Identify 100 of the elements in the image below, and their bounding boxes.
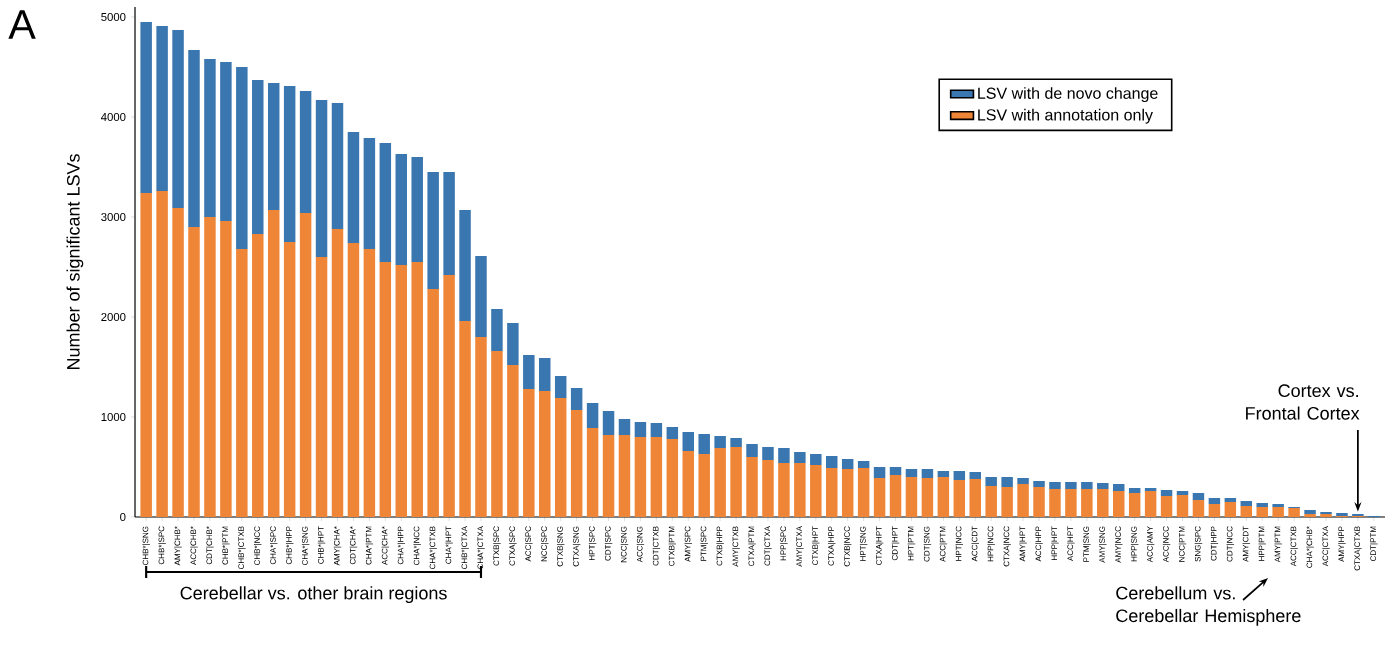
x-tick-label: CTXA|SNG [572, 526, 581, 567]
bar [1176, 494, 1189, 517]
x-tick-label: AMY|CDT [1242, 526, 1251, 562]
x-tick-label: CDT|HPP [1210, 526, 1219, 561]
bar [794, 462, 806, 517]
x-tick-label: CDT|CTXA [764, 526, 772, 566]
bar [331, 102, 344, 229]
bar [826, 467, 838, 517]
bar [730, 446, 742, 517]
x-tick-label: CHA*|HPP [397, 526, 406, 565]
bar [1128, 487, 1141, 493]
bar [905, 476, 918, 517]
annotation: Cortex vs. Frontal Cortex [1246, 384, 1360, 420]
x-tick-label: NCC|SNG [620, 526, 629, 563]
bar [523, 388, 535, 517]
x-tick-label: AMY|PTM [1274, 526, 1282, 563]
bar [299, 90, 312, 213]
x-tick-label: CTXA|NCC [1003, 526, 1011, 567]
bar [794, 451, 806, 463]
bar [252, 79, 264, 234]
bar [315, 256, 328, 517]
bar [650, 436, 663, 517]
bar [1017, 483, 1029, 517]
x-tick-label: AMY|CTXA [796, 526, 804, 567]
x-tick-label: CHA*|CTXA [477, 526, 485, 570]
bar [634, 421, 647, 437]
x-tick-label: ACC|CTXB [1290, 526, 1298, 567]
x-tick-label: ACC|CHB* [190, 526, 198, 565]
bar [204, 58, 216, 217]
x-tick-label: NCC|SPC [541, 526, 549, 562]
x-tick-label: CHB*|HPT [317, 526, 326, 564]
x-tick-label: CHB*|SPC [158, 526, 166, 565]
bar [1033, 480, 1045, 487]
x-tick-label: CHB*|NCC [254, 526, 262, 566]
bar [969, 478, 981, 517]
bar [236, 66, 248, 249]
x-tick-label: CHA*|HPT [445, 526, 453, 564]
x-tick-label: ACC|CTXA [1322, 526, 1330, 567]
x-tick-label: AMY|NCC [1114, 526, 1123, 563]
bar [156, 190, 168, 517]
bar [937, 476, 950, 517]
x-tick-label: HPT|PTM [907, 526, 916, 561]
bar [1224, 497, 1237, 502]
x-tick-label: CHA*|CHB* [1306, 526, 1314, 568]
bar [841, 468, 854, 517]
x-tick-label: CTXB|HPP [716, 526, 724, 566]
x-tick-label: ACC|CHA* [381, 526, 390, 565]
bar [267, 82, 280, 210]
bar [347, 242, 360, 517]
bar [937, 470, 950, 477]
x-tick-label: ACC|HPT [1067, 526, 1075, 561]
x-tick-label: HPP|NCC [987, 526, 995, 562]
bar [873, 477, 886, 517]
bar [539, 357, 551, 391]
x-tick-label: CHB*|SNG [142, 526, 150, 566]
y-tick-label: 3000 [101, 212, 126, 221]
bar [140, 21, 152, 193]
bar [602, 434, 615, 517]
bar [889, 474, 902, 517]
bar [778, 447, 790, 463]
bar [1081, 481, 1093, 489]
bar [427, 288, 439, 517]
bar [985, 476, 997, 486]
x-tick-label: NCC|PTM [1178, 526, 1187, 562]
x-tick-label: HPT|SPC [588, 526, 597, 560]
bar [1256, 502, 1268, 507]
bar [650, 422, 663, 437]
bar [1065, 481, 1077, 489]
bar [810, 464, 822, 517]
bar [188, 49, 200, 227]
bar [1160, 495, 1173, 517]
bar [267, 209, 280, 517]
x-tick-label: HPP|SNG [1130, 526, 1139, 562]
bar [363, 248, 376, 517]
bar [905, 468, 918, 477]
bar [1160, 489, 1173, 496]
bar [602, 410, 615, 435]
x-tick-label: AMY|CTXB [732, 526, 740, 567]
bar [762, 446, 774, 460]
bar [1001, 476, 1013, 487]
x-tick-label: CHB*|HPP [285, 526, 294, 565]
bar [634, 436, 647, 517]
bar [586, 402, 599, 428]
bar [570, 387, 583, 410]
x-tick-label: SNG|SPC [1194, 526, 1203, 562]
x-tick-label: CDT|CHA* [349, 526, 358, 565]
bar [1336, 512, 1348, 516]
x-tick-label: CHB*|CTXA [461, 526, 469, 570]
bar [220, 61, 232, 221]
bar [1049, 481, 1061, 489]
bar [1176, 490, 1189, 495]
x-tick-label: PTM|SPC [700, 526, 708, 561]
bar [331, 228, 344, 517]
x-tick-label: CTXB|PTM [668, 526, 677, 566]
bar [507, 322, 519, 365]
x-tick-label: CHA*|CTXB [429, 526, 437, 570]
bar [315, 99, 328, 257]
x-tick-label: CTXA|HPP [827, 526, 836, 566]
x-tick-label: CDT|NCC [1226, 526, 1235, 562]
bar [283, 241, 296, 517]
